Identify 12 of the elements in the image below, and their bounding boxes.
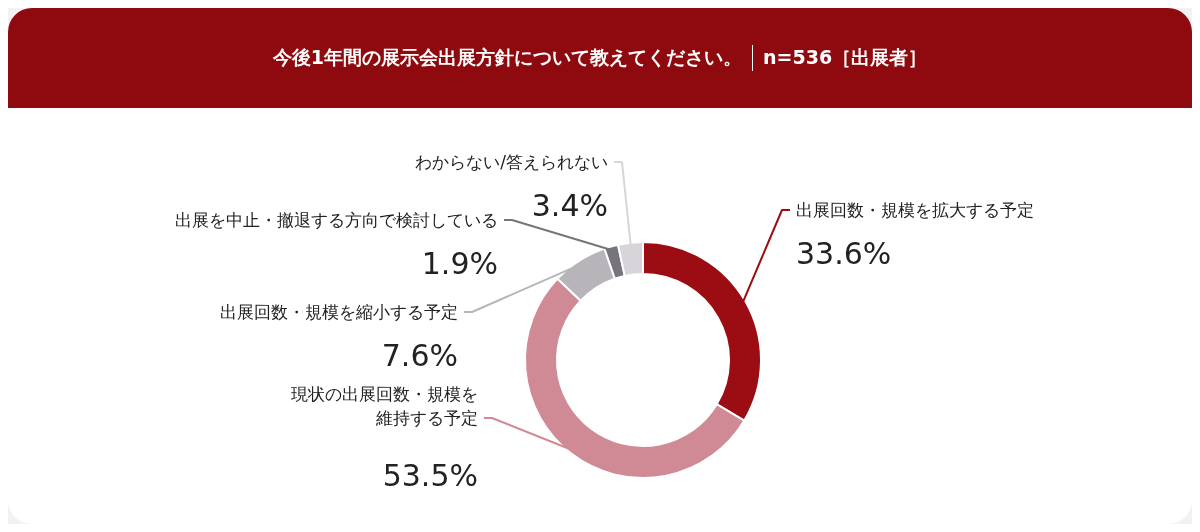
data-label: 3.4% [531, 188, 608, 223]
data-label: 7.6% [381, 338, 458, 373]
data-label: 53.5% [382, 458, 478, 493]
data-label: 1.9% [421, 246, 498, 281]
slice-label: 出展を中止・撤退する方向で検討している [175, 210, 498, 230]
data-label: 33.6% [796, 236, 892, 271]
slice-label: 出展回数・規模を縮小する予定 [220, 302, 458, 322]
chart-subtitle: n=536［出展者］ [752, 45, 928, 71]
slice-label: 出展回数・規模を拡大する予定 [796, 200, 1034, 220]
slice-label: わからない/答えられない [415, 152, 608, 172]
chart-title: 今後1年間の展示会出展方針について教えてください。 [272, 45, 743, 70]
slice-label: 現状の出展回数・規模を維持する予定 [291, 384, 478, 428]
